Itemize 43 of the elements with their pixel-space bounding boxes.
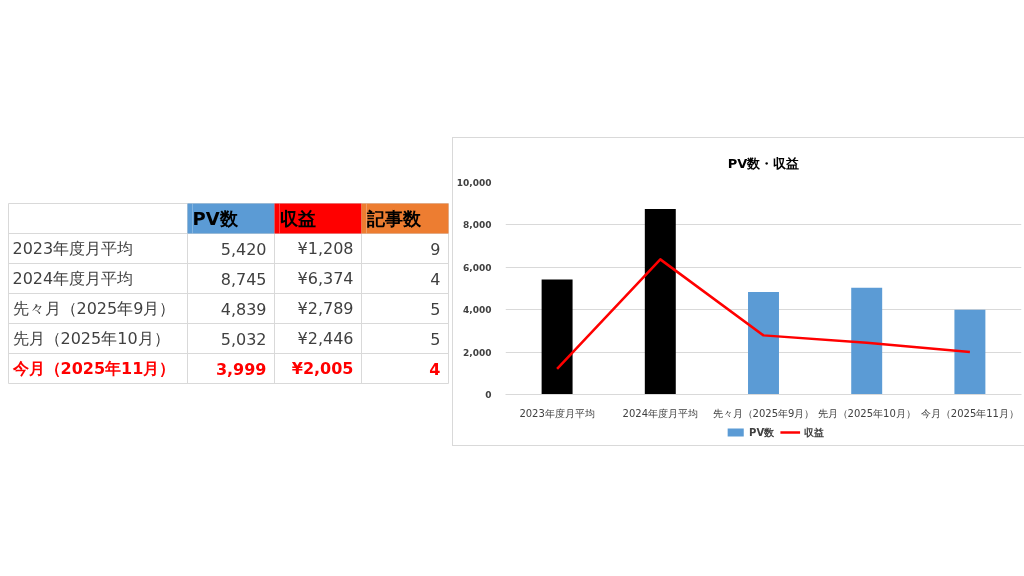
y-tick-label: 8,000 (463, 220, 492, 231)
category-label: 先月（2025年10月） (12, 329, 170, 348)
data-label: 4 (430, 269, 441, 289)
data-label: ¥6,374 (297, 269, 354, 288)
data-label: 4 (429, 359, 441, 379)
bar (851, 287, 883, 395)
x-tick-label: 2023年度月平均 (519, 407, 595, 419)
x-tick-label: 先月（2025年10月） (817, 407, 916, 419)
legend-label: 収益 (279, 208, 316, 229)
bar (954, 309, 986, 395)
category-label: 2023年度月平均 (12, 239, 134, 258)
data-label: 4,839 (220, 299, 267, 319)
data-label: ¥2,005 (291, 359, 354, 378)
bar (748, 291, 779, 395)
chart-title: PV数・収益 (727, 155, 800, 171)
y-tick-label: 10,000 (456, 178, 492, 188)
y-tick-label: 0 (485, 390, 492, 400)
data-label: 5 (430, 299, 441, 319)
y-tick-label: 4,000 (463, 305, 492, 316)
line-series (555, 258, 972, 371)
data-label: ¥2,789 (297, 299, 354, 318)
data-label: 5 (430, 329, 441, 349)
legend-label: PV数 (192, 208, 239, 229)
data-label: 5,032 (220, 329, 267, 349)
y-tick-label: 6,000 (463, 262, 492, 273)
data-label: 5,420 (220, 239, 267, 259)
legend-label: 収益 (803, 427, 824, 438)
category-label: 先々月（2025年9月） (12, 299, 176, 318)
bar (541, 279, 573, 395)
x-tick-label: 2024年度月平均 (622, 407, 699, 419)
legend-label: 記事数 (365, 208, 422, 229)
y-tick-label: 2,000 (463, 347, 492, 358)
data-label: 8,745 (220, 269, 267, 289)
data-label: ¥2,446 (297, 329, 354, 348)
data-label: 9 (430, 239, 441, 259)
data-label: 3,999 (215, 359, 267, 379)
x-tick-label: 今月（2025年11月） (920, 407, 1019, 419)
x-tick-label: 先々月（2025年9月） (712, 407, 815, 419)
category-label: 今月（2025年11月） (11, 359, 176, 378)
bar (644, 209, 676, 395)
category-label: 2024年度月平均 (12, 269, 134, 288)
legend-label: PV数 (749, 427, 776, 438)
data-label: ¥1,208 (297, 239, 354, 258)
